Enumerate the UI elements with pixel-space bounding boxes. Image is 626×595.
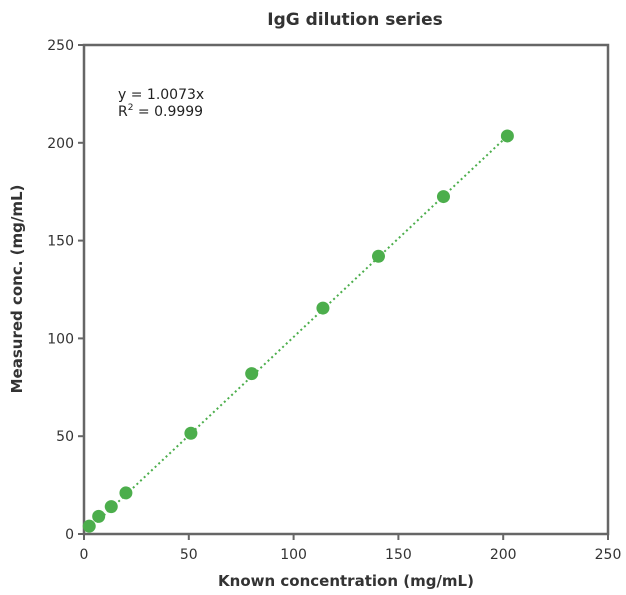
data-point <box>500 129 514 143</box>
x-tick-label: 250 <box>595 547 622 563</box>
data-point <box>436 190 450 204</box>
y-tick-label: 100 <box>47 331 74 347</box>
data-point <box>82 519 96 533</box>
y-tick-label: 250 <box>47 38 74 54</box>
x-axis-ticks: 0 50 100 150 200 250 <box>80 534 622 563</box>
r-squared-prefix: R <box>118 104 128 120</box>
chart-title: IgG dilution series <box>267 10 442 30</box>
equation-label: y = 1.0073x <box>118 87 204 103</box>
y-tick-label: 0 <box>65 527 74 543</box>
x-tick-label: 100 <box>280 547 307 563</box>
plot-frame <box>82 43 610 536</box>
x-tick-label: 150 <box>385 547 412 563</box>
data-point <box>92 509 106 523</box>
y-axis-ticks: 0 50 100 150 200 250 <box>47 38 84 543</box>
data-points <box>82 129 514 533</box>
data-point <box>119 486 133 500</box>
r-squared-superscript: 2 <box>128 103 134 113</box>
x-tick-label: 50 <box>180 547 198 563</box>
data-point <box>245 367 259 381</box>
data-point <box>104 500 118 514</box>
data-point <box>371 249 385 263</box>
y-tick-label: 200 <box>47 136 74 152</box>
x-axis-label: Known concentration (mg/mL) <box>218 572 474 590</box>
y-axis-label: Measured conc. (mg/mL) <box>8 185 26 394</box>
data-point <box>184 426 198 440</box>
y-tick-label: 50 <box>56 429 74 445</box>
trendline <box>88 135 509 530</box>
r-squared-value: = 0.9999 <box>133 104 203 120</box>
y-tick-label: 150 <box>47 234 74 250</box>
data-point <box>316 301 330 315</box>
x-tick-label: 0 <box>80 547 89 563</box>
r-squared-label: R2 = 0.9999 <box>118 103 203 120</box>
x-tick-label: 200 <box>490 547 517 563</box>
